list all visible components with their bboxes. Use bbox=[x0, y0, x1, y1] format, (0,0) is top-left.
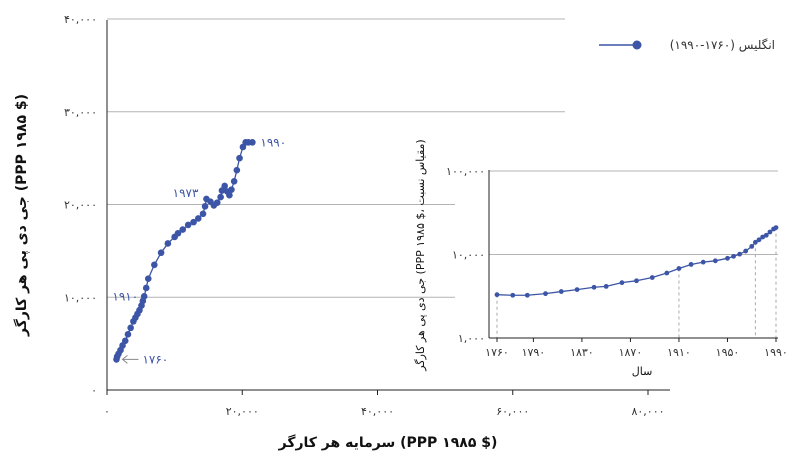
main-data-point bbox=[124, 331, 132, 338]
inset-y-tick-label: ۱۰,۰۰۰ bbox=[452, 249, 485, 262]
inset-data-point bbox=[712, 258, 718, 264]
inset-data-point bbox=[664, 270, 670, 276]
annotation-arrowhead-1760 bbox=[121, 355, 128, 364]
main-data-point bbox=[142, 284, 150, 292]
annotation-label-1910: ۱۹۱۰ bbox=[112, 289, 138, 303]
inset-x-tick-label: ۱۷۶۰ bbox=[485, 346, 509, 359]
inset-x-tick-label: ۱۸۷۰ bbox=[619, 346, 643, 359]
main-data-point bbox=[249, 139, 256, 146]
main-data-point bbox=[236, 154, 243, 162]
main-data-point bbox=[174, 229, 182, 237]
inset-background bbox=[455, 160, 785, 375]
annotation-label-1973: ۱۹۷۳ bbox=[173, 186, 199, 200]
legend-marker bbox=[632, 40, 642, 50]
main-data-point bbox=[179, 226, 187, 233]
main-data-point bbox=[199, 210, 207, 218]
main-y-tick-label: ۴۰,۰۰۰ bbox=[64, 13, 97, 26]
main-annotations: ۱۷۶۰ ۱۹۱۰ ۱۹۷۳ ۱۹۹۰ bbox=[112, 135, 286, 366]
main-series-line bbox=[115, 141, 253, 360]
inset-y-axis-title: جی دی پی هر کارگر (PPP ۱۹۸۵ $، مقیاس نسب… bbox=[414, 139, 427, 371]
main-x-tick-label: ۲۰,۰۰۰ bbox=[226, 405, 259, 418]
main-data-point bbox=[157, 249, 165, 257]
inset-data-point bbox=[558, 289, 564, 294]
inset-data-point bbox=[767, 229, 773, 235]
inset-data-point bbox=[619, 280, 625, 286]
inset-reference-lines bbox=[496, 227, 777, 338]
main-data-point bbox=[121, 337, 129, 345]
inset-data-point bbox=[510, 292, 516, 298]
main-data-point bbox=[144, 275, 152, 283]
inset-y-ticks: ۱,۰۰۰ ۱۰,۰۰۰ ۱۰۰,۰۰۰ bbox=[446, 165, 485, 345]
inset-y-tick-label: ۱۰۰,۰۰۰ bbox=[446, 165, 485, 178]
inset-data-point bbox=[737, 251, 743, 257]
inset-x-tick-label: ۱۸۳۰ bbox=[570, 346, 594, 359]
inset-data-point bbox=[649, 275, 655, 280]
main-data-point bbox=[233, 166, 241, 174]
annotation-label-1990: ۱۹۹۰ bbox=[260, 135, 286, 149]
main-data-point bbox=[201, 203, 209, 210]
main-data-point bbox=[164, 240, 172, 247]
inset-data-point bbox=[752, 239, 758, 245]
main-data-point bbox=[228, 186, 235, 193]
inset-data-point bbox=[763, 232, 769, 238]
inset-data-point bbox=[749, 244, 755, 249]
inset-data-point bbox=[591, 284, 597, 290]
main-series bbox=[113, 139, 256, 363]
inset-data-point bbox=[634, 278, 639, 284]
main-x-tick-label: ۰ bbox=[104, 405, 110, 418]
main-y-axis-title: جی دی پی هر کارگر (PPP ۱۹۸۵ $) bbox=[13, 94, 30, 337]
inset-gridlines bbox=[489, 170, 778, 255]
legend-label: انگلیس (۱۷۶۰-۱۹۹۰) bbox=[670, 38, 775, 53]
inset-data-point bbox=[731, 253, 736, 259]
main-data-point bbox=[221, 182, 228, 190]
inset-data-point bbox=[676, 266, 682, 271]
inset-data-point bbox=[688, 262, 694, 267]
inset-data-point bbox=[524, 292, 530, 298]
main-data-point bbox=[230, 178, 238, 185]
main-x-axis-title: سرمایه هر کارگر (PPP ۱۹۸۵ $) bbox=[278, 434, 498, 451]
main-x-tick-label: ۴۰,۰۰۰ bbox=[361, 405, 394, 418]
main-y-ticks: ۰ ۱۰,۰۰۰ ۲۰,۰۰۰ ۳۰,۰۰۰ ۴۰,۰۰۰ bbox=[64, 13, 97, 397]
inset-x-ticks: ۱۷۶۰ ۱۷۹۰ ۱۸۳۰ ۱۸۷۰ ۱۹۱۰ ۱۹۵۰ ۱۹۹۰ bbox=[485, 338, 788, 359]
inset-data-point bbox=[760, 234, 766, 240]
inset-data-point bbox=[543, 291, 548, 297]
main-y-tick-label: ۲۰,۰۰۰ bbox=[64, 199, 97, 212]
inset-series bbox=[494, 225, 779, 298]
annotation-label-1760: ۱۷۶۰ bbox=[142, 352, 168, 366]
main-x-tick-label: ۶۰,۰۰۰ bbox=[496, 405, 529, 418]
main-data-point bbox=[127, 324, 134, 332]
legend: انگلیس (۱۷۶۰-۱۹۹۰) bbox=[599, 38, 775, 53]
main-data-point bbox=[217, 193, 224, 201]
inset-data-point bbox=[756, 237, 762, 243]
main-data-point bbox=[213, 199, 221, 206]
main-x-tick-label: ۸۰,۰۰۰ bbox=[631, 405, 664, 418]
main-data-point bbox=[194, 215, 202, 222]
main-y-tick-label: ۳۰,۰۰۰ bbox=[64, 106, 97, 119]
inset-data-point bbox=[574, 287, 580, 292]
inset-data-point bbox=[743, 248, 749, 254]
main-data-point bbox=[184, 221, 192, 229]
main-y-tick-label: ۰ bbox=[91, 384, 97, 397]
inset-x-tick-label: ۱۹۵۰ bbox=[716, 346, 740, 359]
inset-x-tick-label: ۱۹۹۰ bbox=[764, 346, 788, 359]
main-data-point bbox=[140, 293, 148, 300]
inset-data-point bbox=[494, 292, 500, 298]
inset-y-tick-label: ۱,۰۰۰ bbox=[458, 332, 485, 345]
inset-data-point bbox=[700, 259, 706, 265]
inset-data-point bbox=[773, 225, 779, 230]
inset-data-point bbox=[603, 283, 609, 289]
main-data-point bbox=[151, 261, 158, 269]
inset-data-point bbox=[725, 255, 730, 261]
inset-x-tick-label: ۱۷۹۰ bbox=[522, 346, 546, 359]
inset-x-tick-label: ۱۹۱۰ bbox=[667, 346, 691, 359]
main-data-point bbox=[226, 191, 233, 199]
main-x-ticks: ۰ ۲۰,۰۰۰ ۴۰,۰۰۰ ۶۰,۰۰۰ ۸۰,۰۰۰ bbox=[104, 390, 665, 418]
main-y-tick-label: ۱۰,۰۰۰ bbox=[64, 291, 97, 304]
main-data-point bbox=[190, 218, 197, 226]
inset-x-axis-title: سال bbox=[632, 365, 653, 378]
